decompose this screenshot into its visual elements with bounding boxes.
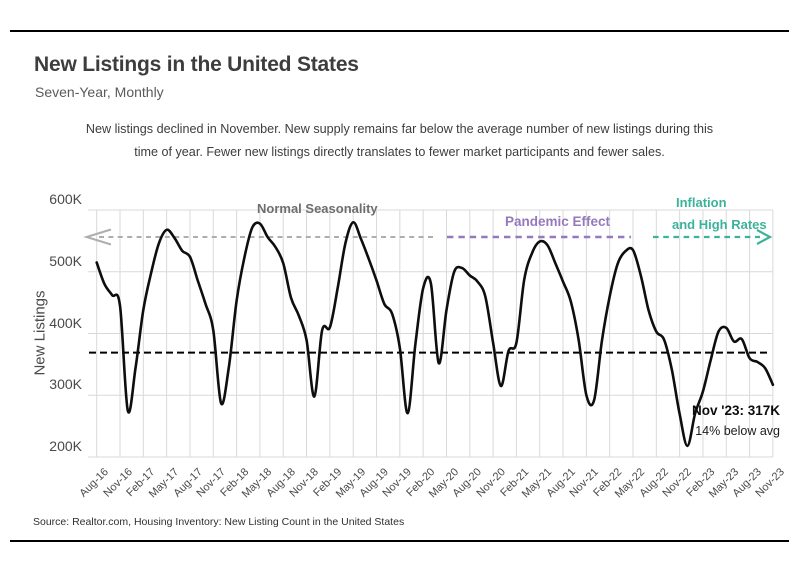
right-arrowhead-icon [756,229,773,245]
left-arrowhead-icon [83,228,112,246]
bottom-divider [10,540,789,542]
pandemic-effect-label: Pandemic Effect [505,214,611,229]
endpoint-value-label: Nov '23: 317K [691,403,780,418]
series-line [95,221,775,448]
top-divider [10,30,789,32]
chart-note: New listings declined in November. New s… [57,118,742,164]
normal-seasonality-label: Normal Seasonality [257,201,378,216]
note-line-2: time of year. Fewer new listings directl… [134,145,665,159]
page-subtitle: Seven-Year, Monthly [35,84,164,100]
page-title: New Listings in the United States [34,53,359,76]
y-tick-label: 600K [49,191,82,207]
inflation-label-line2: and High Rates [672,217,767,232]
inflation-label-line1: Inflation [676,195,727,210]
endpoint-annotation: Nov '23: 317K 14% below avg [692,403,780,438]
source-text: Source: Realtor.com, Housing Inventory: … [33,516,405,528]
y-tick-label: 500K [49,252,82,269]
y-tick-label: 300K [49,376,82,393]
y-tick-label: 400K [49,314,82,331]
endpoint-subtext: 14% below avg [695,424,780,438]
note-line-1: New listings declined in November. New s… [85,122,714,136]
y-tick-label: 200K [49,438,82,454]
